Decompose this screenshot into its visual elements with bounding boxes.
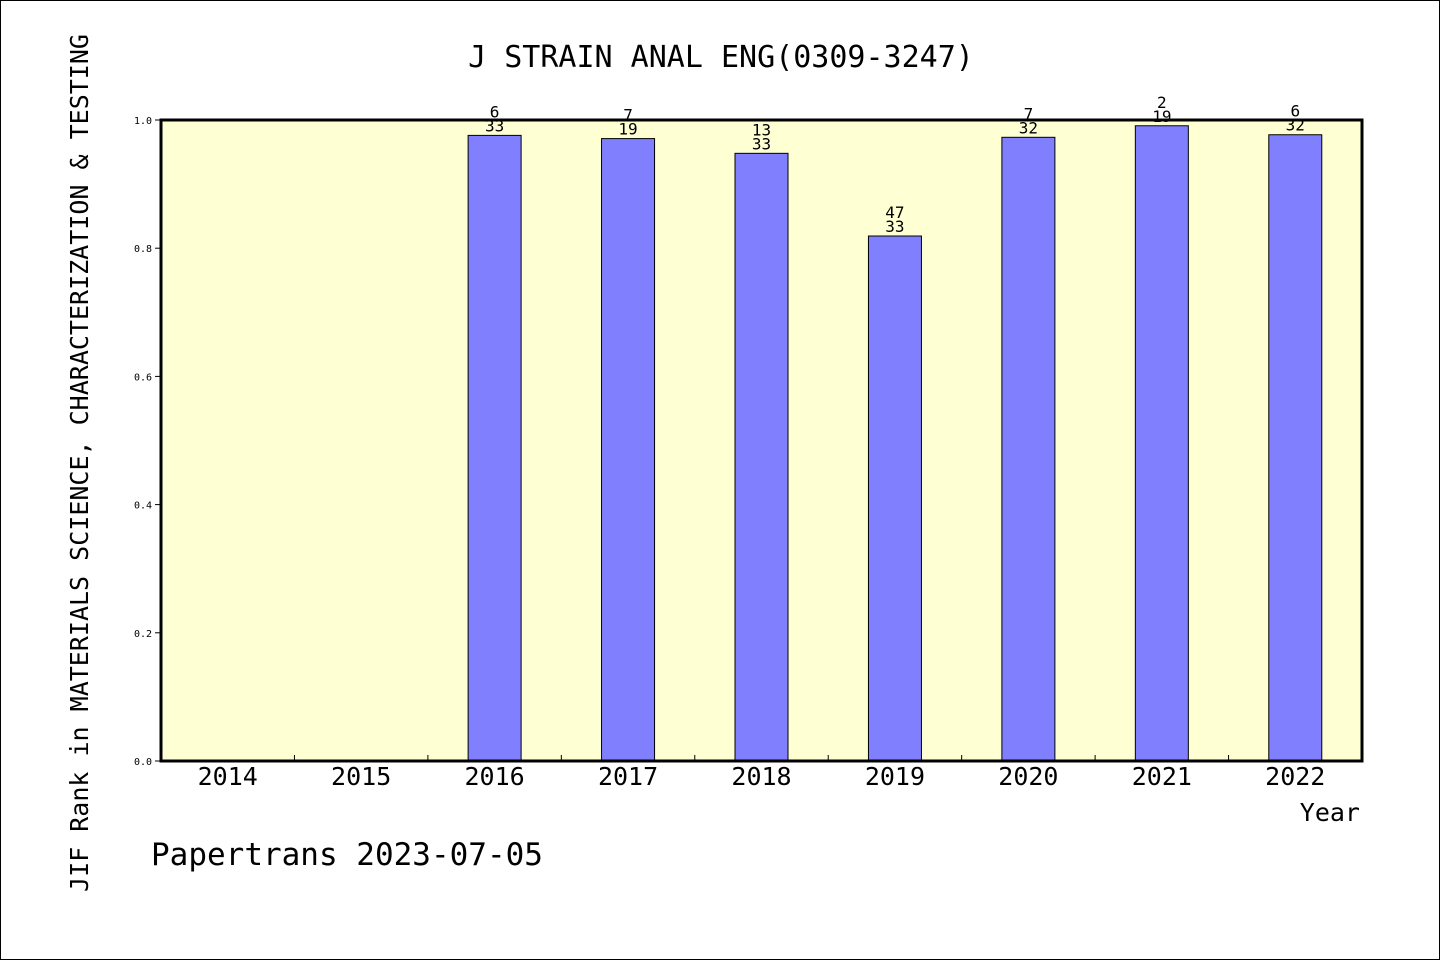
chart-title: J STRAIN ANAL ENG(0309-3247) <box>468 40 974 75</box>
total-label-2017: 19 <box>618 120 637 139</box>
rank-label-2020: 7 <box>1024 104 1034 123</box>
x-tick-label-2018: 2018 <box>731 762 791 791</box>
y-tick-label: 0.0 <box>134 757 152 768</box>
bar-2017 <box>601 138 656 762</box>
y-axis-label: JIF Rank in MATERIALS SCIENCE, CHARACTER… <box>65 34 94 892</box>
bar-2016 <box>467 134 522 762</box>
total-label-2020: 32 <box>1019 118 1038 137</box>
x-tick-label-2021: 2021 <box>1132 762 1192 791</box>
x-tick-label-2014: 2014 <box>198 762 258 791</box>
x-tick-label-2020: 2020 <box>998 762 1058 791</box>
x-tick-label-2017: 2017 <box>598 762 658 791</box>
x-axis: 2014 2015 2016 2017 2018 2019 2020 2021 2022 <box>198 755 1325 791</box>
rank-label-2016: 6 <box>490 102 500 121</box>
y-tick-label: 0.6 <box>134 372 152 383</box>
bar-2018 <box>734 152 789 762</box>
rank-label-2022: 6 <box>1290 102 1300 121</box>
x-axis-label: Year <box>1300 798 1360 827</box>
bar-2019 <box>867 235 922 762</box>
rank-label-2018: 13 <box>752 120 771 139</box>
rank-label-2021: 2 <box>1157 93 1167 112</box>
rank-label-2019: 47 <box>885 203 904 222</box>
bar-2021 <box>1134 125 1189 762</box>
bar-group <box>467 125 1323 762</box>
bar-2022 <box>1268 134 1323 762</box>
y-tick-label: 0.2 <box>134 629 152 640</box>
total-label-2021: 19 <box>1152 107 1171 126</box>
bar-2020 <box>1001 136 1056 762</box>
x-tick-label-2015: 2015 <box>331 762 391 791</box>
rank-label-2017: 7 <box>623 106 633 125</box>
x-tick-label-2016: 2016 <box>465 762 525 791</box>
x-tick-label-2022: 2022 <box>1265 762 1325 791</box>
x-tick-label-2019: 2019 <box>865 762 925 791</box>
footer-credit: Papertrans 2023-07-05 <box>151 837 543 873</box>
y-axis: 0.0 0.2 0.4 0.6 0.8 1.0 <box>134 116 161 768</box>
y-tick-label: 0.4 <box>134 501 152 512</box>
y-tick-label: 0.8 <box>134 244 152 255</box>
total-label-2019: 33 <box>885 217 904 236</box>
total-label-2018: 33 <box>752 134 771 153</box>
plot-border <box>159 118 1364 763</box>
y-tick-label: 1.0 <box>134 116 152 127</box>
